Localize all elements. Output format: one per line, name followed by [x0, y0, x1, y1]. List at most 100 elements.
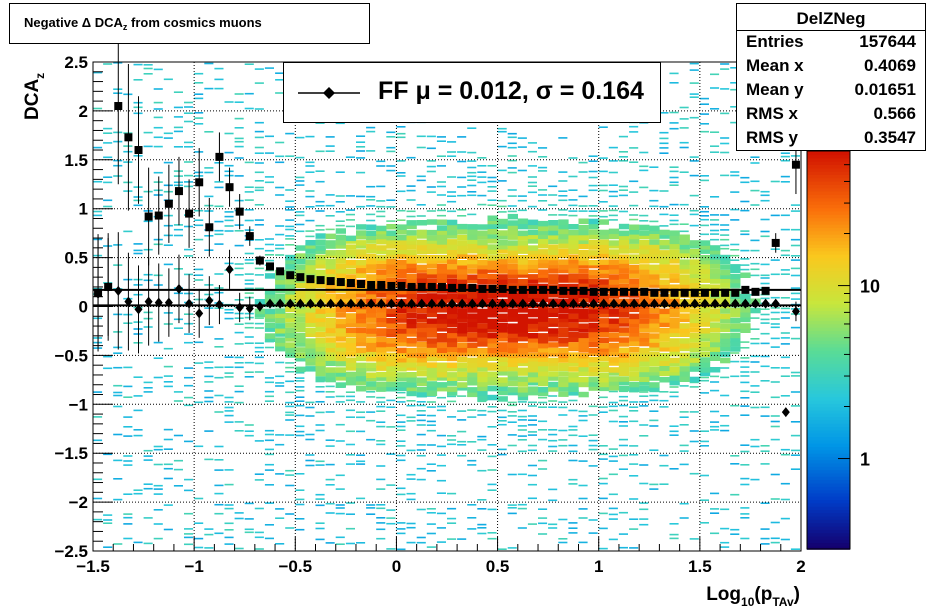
palette-cell — [807, 293, 850, 298]
heatmap-cell — [224, 406, 234, 409]
heatmap-cell — [416, 365, 427, 371]
heatmap-cell — [103, 519, 113, 521]
heatmap-cell — [669, 533, 679, 536]
heatmap-cell — [275, 337, 286, 343]
heatmap-cell — [447, 219, 458, 226]
heatmap-cell — [710, 145, 720, 147]
heatmap-cell — [305, 366, 316, 372]
heatmap-cell — [497, 377, 508, 383]
heatmap-cell — [436, 140, 446, 142]
heatmap-cell — [750, 262, 760, 265]
heatmap-cell — [345, 244, 357, 250]
heatmap-cell — [457, 293, 468, 300]
heatmap-cell — [740, 405, 750, 407]
heatmap-cell — [568, 357, 579, 363]
heatmap-cell — [376, 507, 386, 510]
heatmap-cell — [710, 308, 721, 315]
heatmap-cell — [598, 350, 609, 357]
heatmap-cell — [538, 420, 548, 423]
heatmap-cell — [345, 235, 357, 242]
heatmap-cell — [558, 223, 569, 230]
heatmap-cell — [679, 366, 690, 372]
heatmap-cell — [345, 219, 355, 221]
heatmap-cell — [649, 264, 660, 271]
heatmap-cell — [517, 322, 529, 328]
heatmap-cell — [548, 406, 558, 408]
heatmap-cell — [264, 313, 276, 319]
heatmap-cell — [507, 205, 517, 207]
palette-cell — [807, 419, 850, 424]
heatmap-cell — [659, 391, 669, 393]
heatmap-cell — [578, 435, 588, 437]
heatmap-cell — [457, 229, 468, 235]
heatmap-cell — [467, 517, 477, 519]
heatmap-cell — [305, 171, 315, 173]
heatmap-cell — [386, 294, 397, 300]
heatmap-cell — [467, 528, 477, 530]
heatmap-cell — [416, 239, 427, 246]
heatmap-cell — [143, 483, 153, 485]
heatmap-cell — [507, 142, 517, 145]
heatmap-cell — [720, 326, 731, 333]
heatmap-cell — [143, 517, 153, 519]
heatmap-cell — [315, 386, 325, 388]
heatmap-cell — [497, 205, 507, 208]
heatmap-cell — [396, 323, 407, 329]
heatmap-cell — [234, 299, 244, 301]
heatmap-cell — [679, 424, 689, 426]
heatmap-cell — [618, 267, 630, 274]
heatmap-cell — [406, 307, 417, 313]
heatmap-cell — [720, 333, 731, 339]
heatmap-cell — [659, 312, 670, 318]
heatmap-cell — [214, 492, 224, 495]
heatmap-cell — [194, 171, 204, 174]
heatmap-cell — [710, 219, 720, 221]
heatmap-cell — [629, 357, 640, 363]
heatmap-cell — [103, 142, 113, 144]
heatmap-cell — [386, 426, 396, 428]
heatmap-cell — [254, 346, 264, 349]
heatmap-cell — [224, 151, 234, 154]
heatmap-cell — [305, 459, 315, 462]
heatmap-cell — [487, 532, 497, 534]
heatmap-cell — [436, 479, 446, 482]
heatmap-cell — [467, 504, 477, 506]
heatmap-cell — [639, 356, 650, 362]
heatmap-cell — [345, 409, 355, 412]
heatmap-cell — [133, 434, 143, 437]
heatmap-cell — [710, 429, 720, 431]
heatmap-cell — [639, 523, 649, 526]
heatmap-cell — [578, 195, 588, 198]
heatmap-cell — [538, 347, 549, 353]
heatmap-cell — [598, 445, 608, 447]
heatmap-cell — [295, 337, 306, 343]
heatmap-cell — [315, 233, 326, 239]
diamond-marker — [326, 298, 335, 309]
heatmap-cell — [497, 127, 507, 130]
heatmap-cell — [426, 238, 438, 244]
heatmap-cell — [740, 258, 750, 260]
heatmap-cell — [598, 381, 609, 388]
heatmap-cell — [720, 264, 731, 270]
y-tick-label: −2 — [69, 493, 88, 512]
heatmap-cell — [669, 323, 680, 329]
heatmap-cell — [275, 72, 285, 74]
heatmap-cell — [345, 371, 357, 378]
heatmap-cell — [396, 263, 407, 270]
heatmap-cell — [123, 132, 133, 134]
x-tick-label: −0.5 — [279, 557, 313, 576]
heatmap-cell — [295, 434, 305, 437]
heatmap-cell — [396, 357, 407, 363]
heatmap-cell — [173, 234, 183, 237]
heatmap-cell — [689, 252, 700, 259]
heatmap-cell — [699, 351, 711, 357]
heatmap-cell — [780, 498, 790, 501]
heatmap-cell — [447, 321, 458, 327]
heatmap-cell — [295, 389, 305, 392]
heatmap-cell — [598, 311, 609, 318]
heatmap-cell — [517, 169, 527, 172]
heatmap-cell — [315, 527, 325, 530]
heatmap-cell — [790, 267, 800, 270]
heatmap-cell — [275, 473, 285, 475]
heatmap-cell — [264, 238, 274, 240]
